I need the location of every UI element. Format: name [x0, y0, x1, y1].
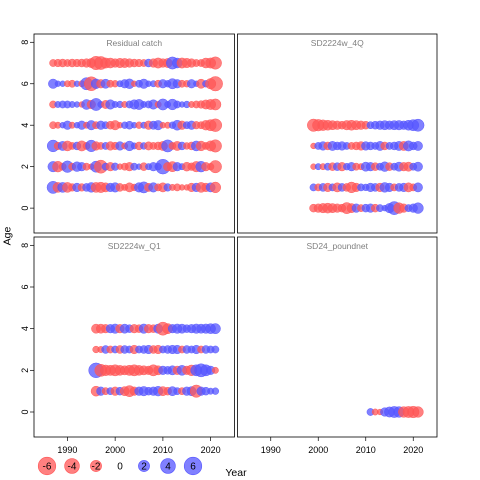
legend-item: 6 — [183, 456, 203, 476]
legend-item: 2 — [138, 460, 150, 473]
legend-item: 4 — [160, 458, 176, 474]
residual-bubble — [208, 118, 223, 132]
bubble-size-legend: -6 -4 -2 0 2 4 6 — [37, 456, 203, 476]
residual-bubble — [413, 161, 423, 172]
x-axis-label: Year — [225, 467, 247, 479]
y-tick-label: 2 — [20, 368, 30, 373]
residual-bubble — [413, 182, 423, 193]
x-tick-label: 2020 — [403, 445, 423, 455]
legend-label: -4 — [68, 462, 77, 473]
y-tick-label: 0 — [20, 206, 30, 211]
panel-title: SD24_poundnet — [307, 241, 369, 251]
y-tick-label: 6 — [20, 81, 30, 86]
residual-bubble — [411, 118, 425, 132]
residual-bubble — [210, 323, 221, 335]
legend-item: -2 — [90, 460, 102, 473]
y-tick-label: 6 — [20, 284, 30, 289]
legend-label: 6 — [190, 462, 196, 473]
panel-frame — [33, 236, 235, 438]
panel-title: SD2224w_Q1 — [108, 241, 161, 251]
residual-bubble — [211, 366, 219, 374]
residual-bubble — [211, 345, 220, 354]
x-tick-label: 2000 — [308, 445, 328, 455]
legend-bubble — [90, 460, 102, 472]
legend-label: 4 — [165, 462, 171, 473]
panel-1: Residual catch — [33, 33, 235, 234]
panel-3: SD2224w_Q1 — [33, 236, 235, 438]
residual-bubble — [412, 202, 424, 214]
residual-bubble — [207, 76, 223, 92]
bubble-group — [366, 405, 424, 419]
bubble-group — [46, 56, 223, 194]
residual-bubble — [208, 139, 222, 153]
legend-label: -2 — [92, 462, 101, 473]
bubble-group — [88, 321, 221, 398]
y-tick-label: 4 — [20, 326, 30, 331]
y-tick-label: 0 — [20, 409, 30, 414]
residual-bubble — [413, 141, 423, 151]
x-tick-label: 1990 — [57, 445, 77, 455]
x-tick-label: 2000 — [105, 445, 125, 455]
panels-group: Residual catch SD2224w_4Q SD2224w_Q1 SD24_p… — [33, 33, 438, 438]
panel-frame — [237, 33, 438, 234]
legend-item: 0 — [117, 462, 123, 473]
bubble-group — [307, 118, 425, 215]
x-tick-label: 2010 — [356, 445, 376, 455]
legend-bubble — [183, 456, 203, 476]
residual-bubble — [208, 160, 222, 174]
y-tick-label: 4 — [20, 123, 30, 128]
panel-title: SD2224w_4Q — [311, 38, 364, 48]
panel-4: SD24_poundnet — [237, 236, 438, 438]
y-tick-label: 2 — [20, 164, 30, 169]
legend-label: 0 — [117, 462, 123, 473]
residual-bubble — [211, 387, 220, 395]
legend-label: -6 — [43, 462, 52, 473]
x-tick-label: 2010 — [153, 445, 173, 455]
legend-item: -6 — [37, 456, 57, 476]
residual-bubble — [208, 56, 222, 70]
legend-label: 2 — [141, 462, 147, 473]
legend-bubble — [138, 460, 150, 472]
panel-frame — [237, 236, 438, 438]
residual-bubble — [412, 406, 424, 418]
residual-bubble — [209, 181, 222, 194]
legend-bubble — [160, 458, 176, 474]
legend-item: -4 — [64, 458, 80, 474]
legend-bubble — [64, 458, 80, 474]
panel-2: SD2224w_4Q — [237, 33, 438, 234]
y-tick-label: 8 — [20, 243, 30, 248]
x-tick-label: 1990 — [261, 445, 281, 455]
x-tick-label: 2020 — [201, 445, 221, 455]
legend-bubble — [37, 456, 57, 476]
y-axis-label: Age — [2, 227, 14, 246]
y-tick-label: 8 — [20, 40, 30, 45]
residual-bubble — [209, 98, 222, 111]
panel-title: Residual catch — [106, 38, 162, 48]
